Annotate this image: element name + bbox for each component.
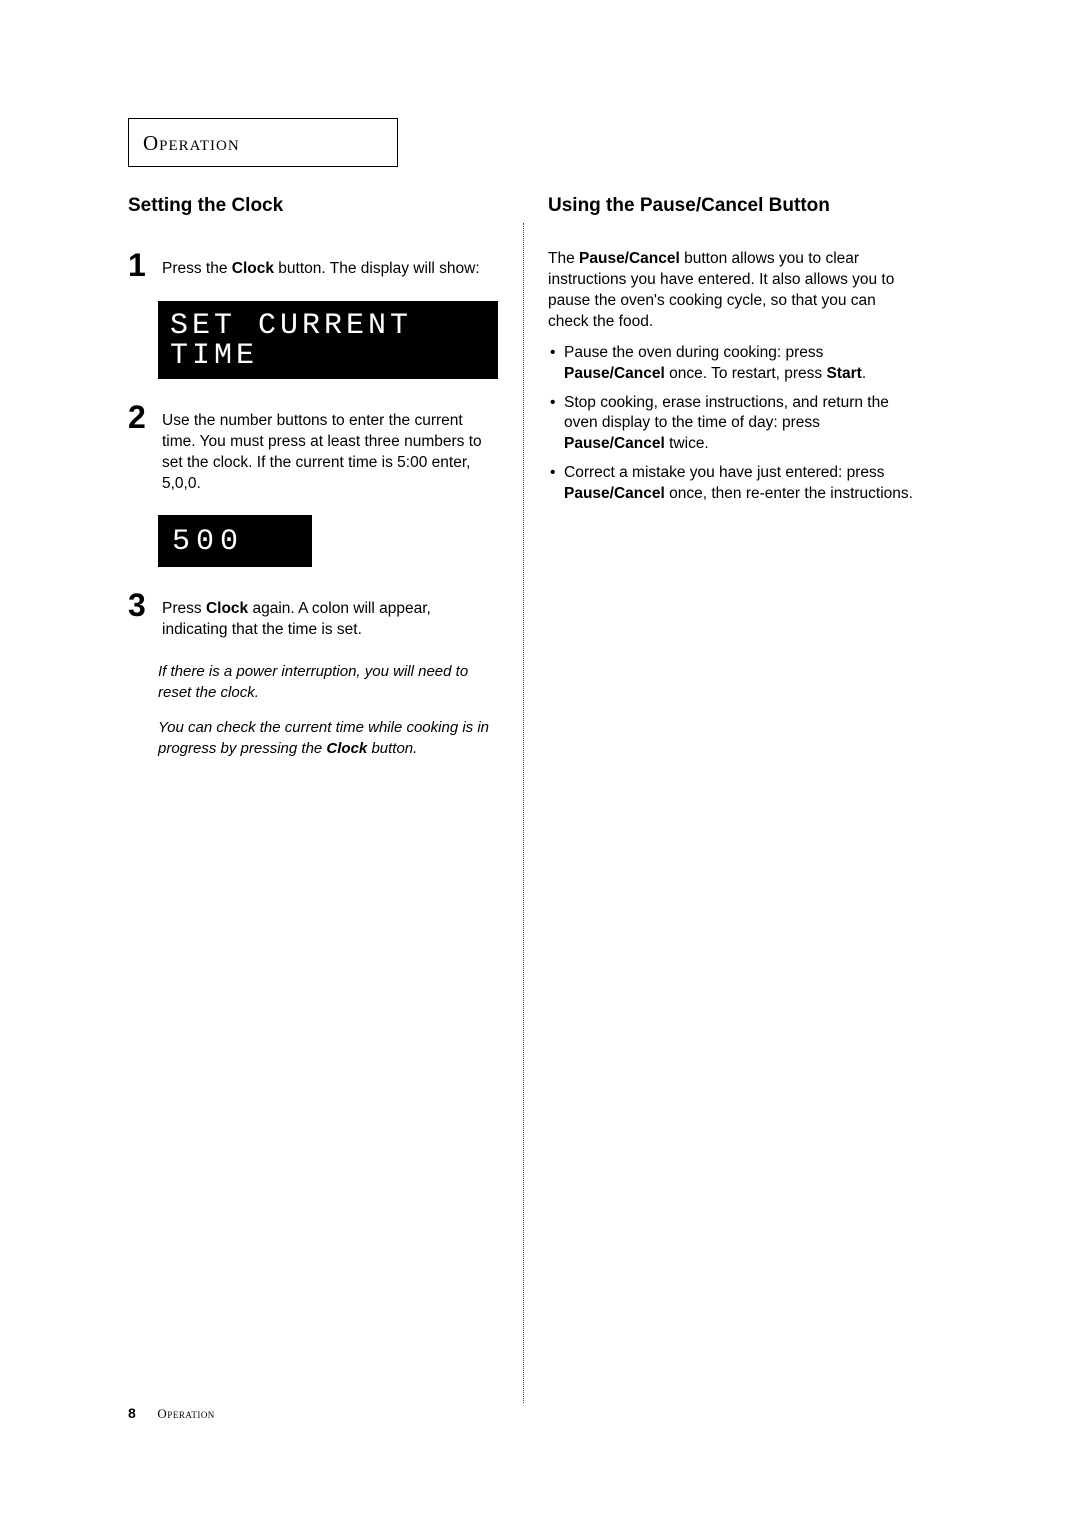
intro-pre: The xyxy=(548,250,579,267)
step-number: 3 xyxy=(128,589,148,621)
b2-pre: Stop cooking, erase instructions, and re… xyxy=(564,394,889,432)
b1-post: . xyxy=(862,365,866,382)
right-column: Using the Pause/Cancel Button The Pause/… xyxy=(524,195,919,1403)
notes-block: If there is a power interruption, you wi… xyxy=(158,661,499,759)
page-footer: 8 Operation xyxy=(128,1405,215,1422)
page: Operation Setting the Clock 1 Press the … xyxy=(0,0,1080,1528)
section-header-text: Operation xyxy=(143,131,240,155)
b1-mid: once. To restart, press xyxy=(665,365,827,382)
bullet-list: Pause the oven during cooking: press Pau… xyxy=(548,343,919,505)
lcd-display-2: 500 xyxy=(158,515,312,567)
note-1: If there is a power interruption, you wi… xyxy=(158,661,499,703)
bullet-3: Correct a mistake you have just entered:… xyxy=(548,463,919,505)
intro-paragraph: The Pause/Cancel button allows you to cl… xyxy=(548,249,919,333)
b2-bold1: Pause/Cancel xyxy=(564,435,665,452)
two-column-layout: Setting the Clock 1 Press the Clock butt… xyxy=(128,195,952,1403)
note-2: You can check the current time while coo… xyxy=(158,717,499,759)
left-heading: Setting the Clock xyxy=(128,195,499,217)
step-2: 2 Use the number buttons to enter the cu… xyxy=(128,401,499,495)
bullet-1: Pause the oven during cooking: press Pau… xyxy=(548,343,919,385)
step-number: 2 xyxy=(128,401,148,433)
b3-pre: Correct a mistake you have just entered:… xyxy=(564,464,884,481)
step-3: 3 Press Clock again. A colon will appear… xyxy=(128,589,499,641)
step-body: Use the number buttons to enter the curr… xyxy=(162,401,499,495)
step-text-pre: Press the xyxy=(162,260,232,277)
step-body: Press the Clock button. The display will… xyxy=(162,249,499,280)
footer-section: Operation xyxy=(157,1406,214,1421)
b3-post: once, then re-enter the instructions. xyxy=(665,485,913,502)
b2-post: twice. xyxy=(665,435,709,452)
note-2-bold: Clock xyxy=(326,740,367,757)
section-header-box: Operation xyxy=(128,118,398,167)
b1-pre: Pause the oven during cooking: press xyxy=(564,344,823,361)
step-text-bold: Clock xyxy=(206,600,248,617)
intro-bold: Pause/Cancel xyxy=(579,250,680,267)
step-number: 1 xyxy=(128,249,148,281)
note-2-pre: You can check the current time while coo… xyxy=(158,719,489,757)
step-body: Press Clock again. A colon will appear, … xyxy=(162,589,499,641)
page-number: 8 xyxy=(128,1405,136,1421)
bullet-2: Stop cooking, erase instructions, and re… xyxy=(548,393,919,456)
left-column: Setting the Clock 1 Press the Clock butt… xyxy=(128,195,523,1403)
step-text-bold: Clock xyxy=(232,260,274,277)
note-2-post: button. xyxy=(367,740,417,757)
step-1: 1 Press the Clock button. The display wi… xyxy=(128,249,499,281)
step-text-post: button. The display will show: xyxy=(274,260,480,277)
b1-bold1: Pause/Cancel xyxy=(564,365,665,382)
b3-bold1: Pause/Cancel xyxy=(564,485,665,502)
step-text-pre: Press xyxy=(162,600,206,617)
lcd-display-1: SET CURRENT TIME xyxy=(158,301,498,379)
b1-bold2: Start xyxy=(827,365,862,382)
right-heading: Using the Pause/Cancel Button xyxy=(548,195,919,217)
